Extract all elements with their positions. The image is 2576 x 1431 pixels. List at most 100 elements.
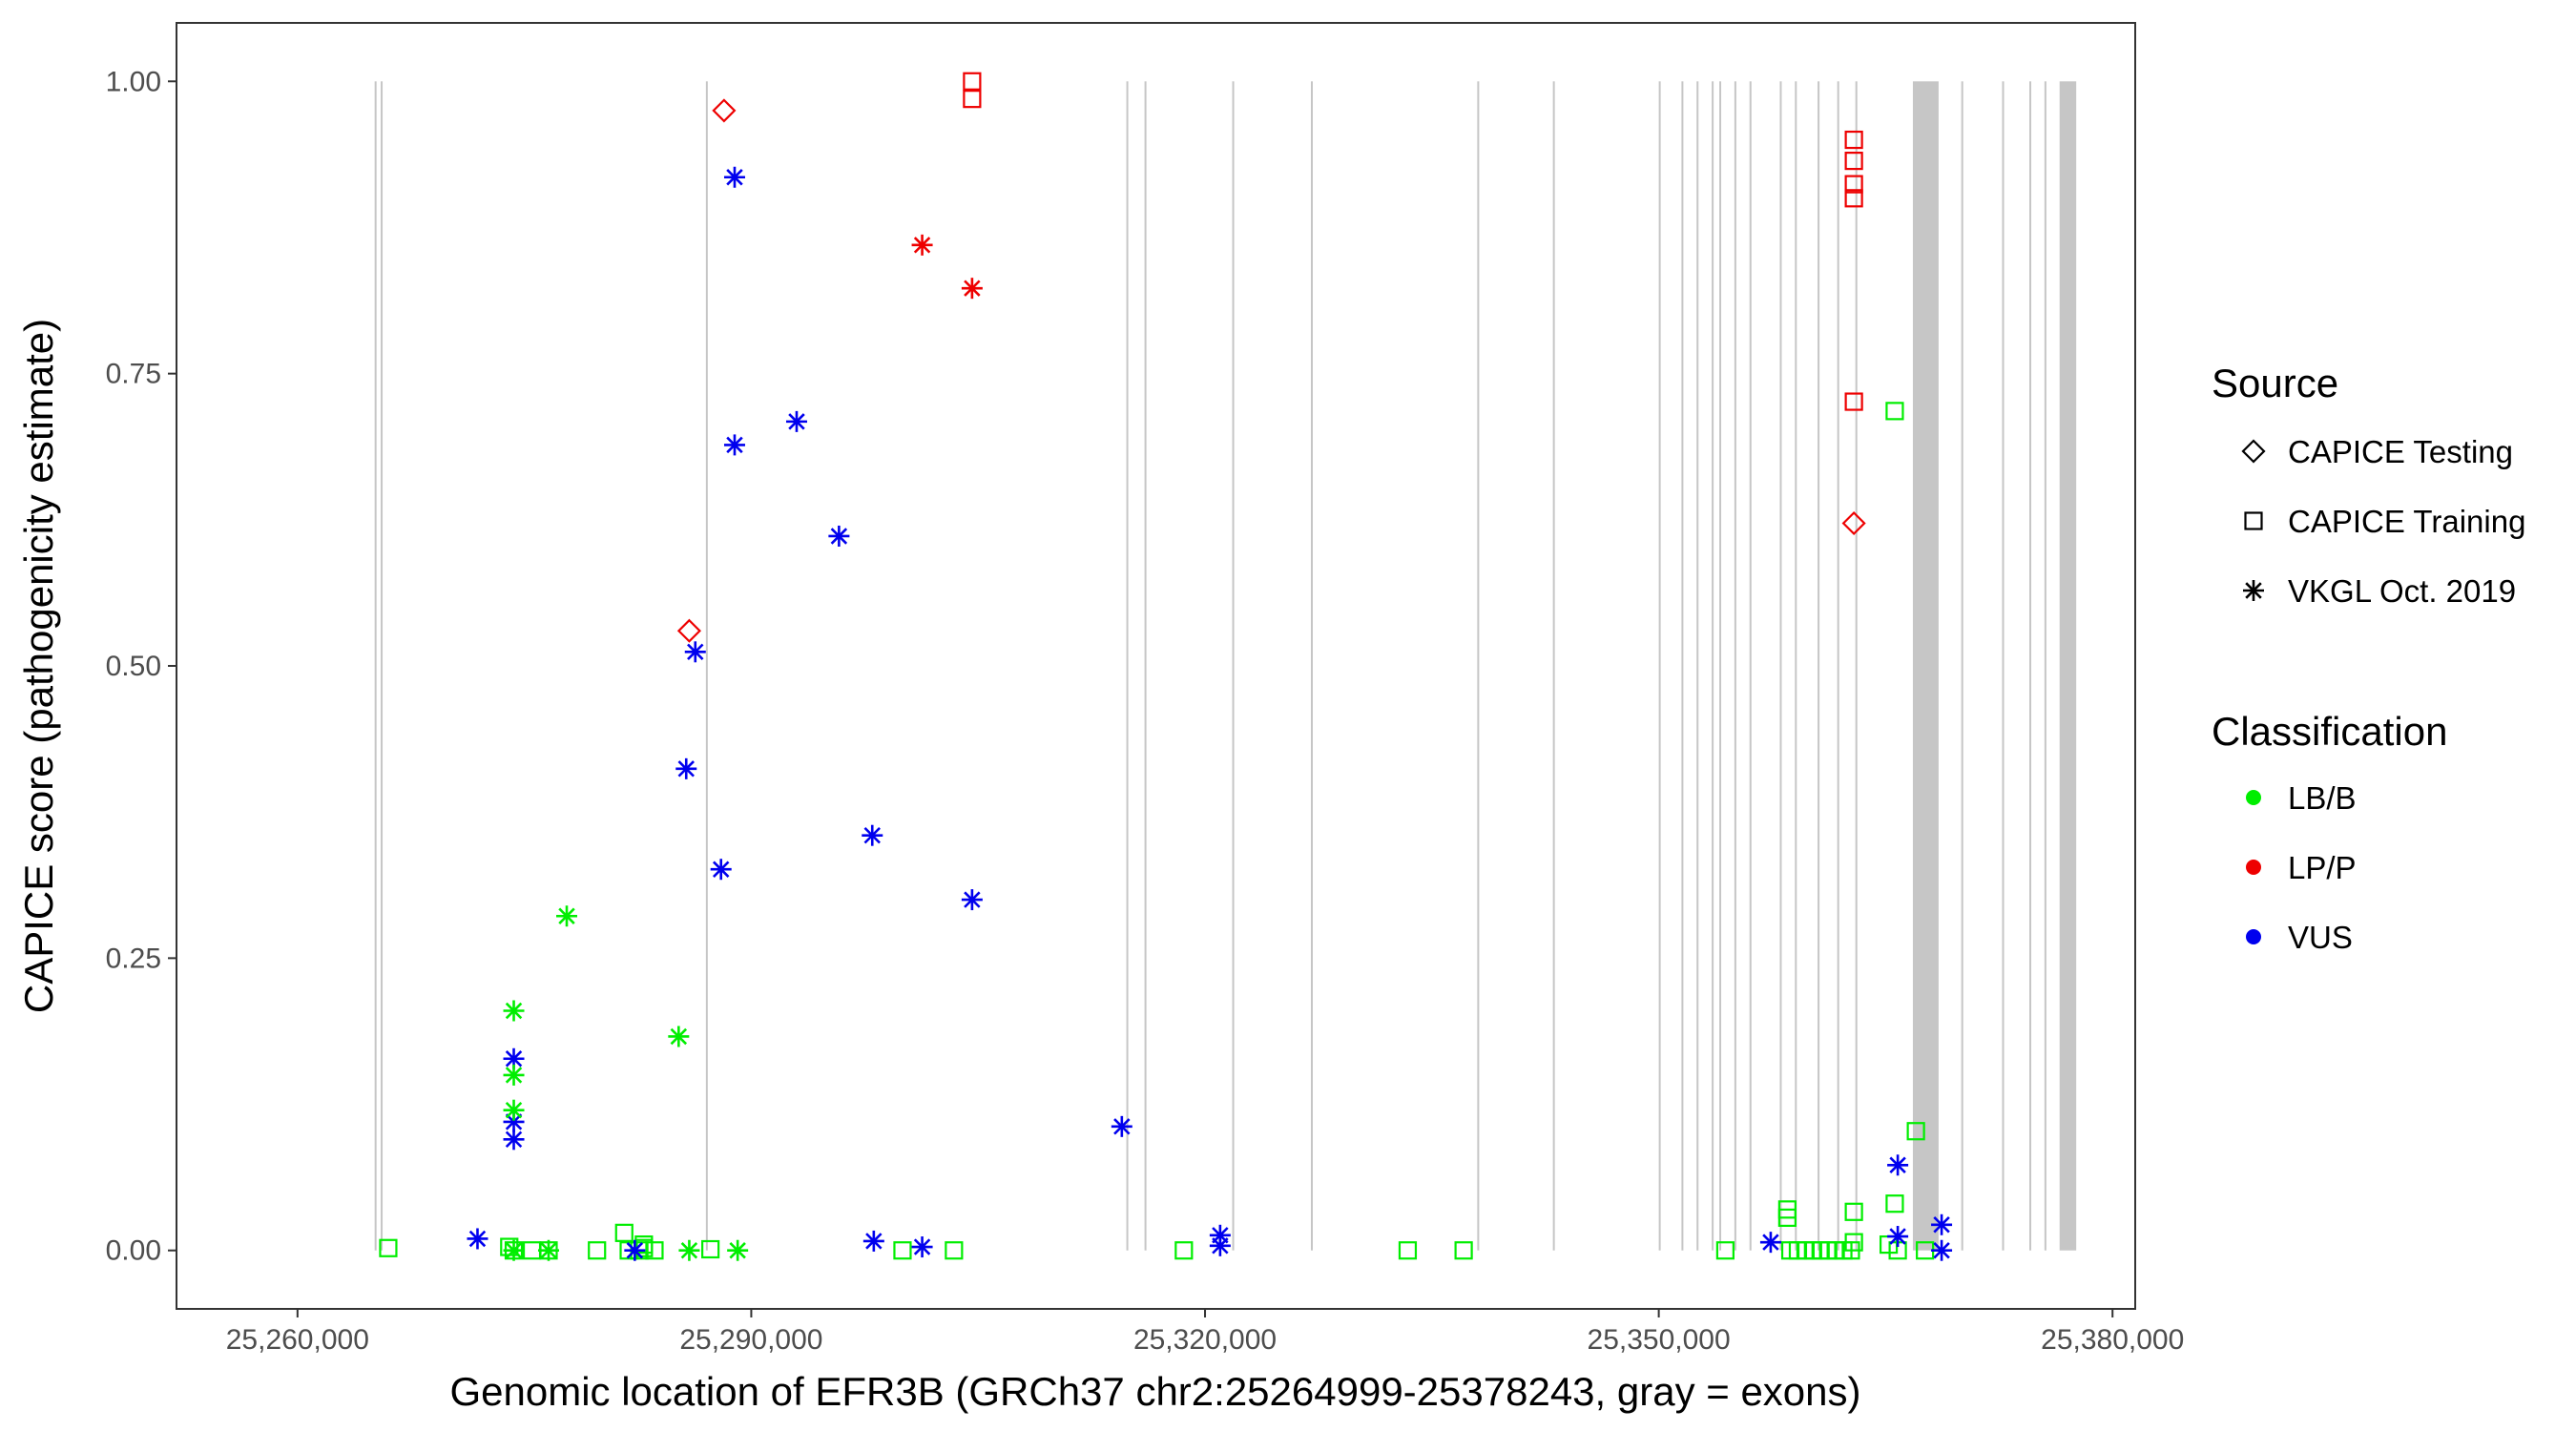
data-point-asterisk: [467, 1228, 488, 1250]
data-point-asterisk: [1931, 1239, 1953, 1261]
data-point-asterisk: [678, 1239, 700, 1261]
legend-label-source: CAPICE Testing: [2288, 434, 2513, 469]
legend-key-square: [2244, 511, 2263, 530]
data-point-asterisk: [1759, 1232, 1781, 1254]
asterisk-stroke: [726, 169, 743, 186]
data-point-square: [1906, 1122, 1925, 1141]
x-tick-label: 25,380,000: [2041, 1324, 2184, 1356]
asterisk-stroke: [1933, 1216, 1950, 1234]
exon-band: [374, 81, 377, 1251]
data-point-asterisk: [668, 1026, 690, 1047]
asterisk-stroke: [505, 1130, 523, 1149]
exon-band: [705, 81, 708, 1251]
legend-key-dot: [2246, 790, 2261, 805]
data-point-square: [588, 1241, 607, 1260]
legend: Source CAPICE Testing CAPICE Training VKGL …: [2212, 361, 2525, 955]
asterisk-stroke: [913, 237, 931, 254]
x-tick-label: 25,320,000: [1133, 1324, 1277, 1356]
data-point-square: [1174, 1241, 1194, 1260]
asterisk-stroke: [505, 1113, 523, 1130]
asterisk-stroke: [1212, 1237, 1229, 1255]
exon-band: [1795, 81, 1797, 1251]
x-tick-label: 25,290,000: [679, 1324, 822, 1356]
data-points: [379, 72, 1953, 1261]
asterisk-stroke: [468, 1230, 487, 1248]
asterisk-stroke: [726, 436, 743, 454]
exon-band: [1232, 81, 1235, 1251]
data-point-asterisk: [1209, 1234, 1231, 1256]
data-point-square: [1885, 402, 1904, 421]
exon-band: [1855, 81, 1858, 1251]
data-point-square: [1777, 1208, 1797, 1228]
data-point-square: [1844, 130, 1863, 150]
exon-band: [2044, 81, 2046, 1251]
data-point-square: [1454, 1241, 1473, 1260]
y-tick-label: 0.50: [106, 651, 161, 682]
data-point-square: [701, 1239, 720, 1259]
exon-band: [1961, 81, 1963, 1251]
y-tick-label: 0.25: [106, 943, 161, 974]
asterisk-stroke: [540, 1242, 557, 1259]
data-point-asterisk: [828, 525, 850, 547]
exon-band: [1912, 81, 1939, 1251]
asterisk-stroke: [865, 1233, 883, 1250]
exon-band: [1749, 81, 1752, 1251]
asterisk-stroke: [863, 826, 881, 844]
data-point-diamond: [1841, 510, 1866, 536]
data-point-square: [1841, 1241, 1860, 1260]
legend-label-source: VKGL Oct. 2019: [2288, 573, 2516, 609]
exon-band: [1658, 81, 1661, 1251]
data-point-square: [1885, 1194, 1904, 1213]
data-point-square: [963, 72, 982, 91]
data-point-square: [1715, 1241, 1735, 1260]
asterisk-stroke: [677, 760, 695, 778]
asterisk-stroke: [2245, 582, 2262, 599]
exon-band: [1310, 81, 1313, 1251]
y-axis: 0.00 0.25 0.50 0.75 1.00: [106, 66, 177, 1267]
data-point-square: [1844, 175, 1863, 194]
y-tick-label: 0.75: [106, 359, 161, 390]
data-point-asterisk: [503, 1000, 525, 1022]
data-point-square: [1844, 189, 1863, 208]
exon-band: [1552, 81, 1555, 1251]
data-point-asterisk: [911, 234, 933, 256]
legend-key-diamond: [2241, 439, 2266, 464]
asterisk-stroke: [626, 1242, 644, 1259]
asterisk-stroke: [558, 907, 575, 924]
data-point-asterisk: [1887, 1154, 1909, 1176]
exon-band: [1712, 81, 1714, 1251]
data-point-asterisk: [862, 1230, 884, 1252]
data-point-asterisk: [624, 1239, 646, 1261]
exon-band: [1837, 81, 1839, 1251]
asterisk-stroke: [729, 1242, 746, 1259]
exon-band: [1144, 81, 1147, 1251]
data-point-asterisk: [503, 1239, 525, 1261]
data-point-square: [1844, 1202, 1863, 1221]
data-point-asterisk: [1111, 1115, 1132, 1137]
data-point-asterisk: [537, 1239, 559, 1261]
asterisk-stroke: [505, 1067, 523, 1084]
y-tick-label: 1.00: [106, 66, 161, 97]
legend-label-classification: LP/P: [2288, 850, 2357, 885]
x-tick-label: 25,260,000: [226, 1324, 369, 1356]
x-tick-label: 25,350,000: [1588, 1324, 1731, 1356]
legend-key-dot: [2246, 860, 2261, 875]
asterisk-stroke: [505, 1050, 523, 1068]
data-point-square: [1398, 1241, 1418, 1260]
asterisk-stroke: [1889, 1156, 1906, 1173]
legend-key-asterisk: [2243, 580, 2264, 601]
data-point-asterisk: [911, 1236, 933, 1258]
data-point-diamond: [676, 618, 701, 643]
asterisk-stroke: [1889, 1228, 1906, 1245]
y-axis-title: CAPICE score (pathogenicity estimate): [16, 319, 61, 1013]
exon-band: [2002, 81, 2005, 1251]
data-point-square: [963, 90, 982, 109]
data-point-asterisk: [556, 905, 578, 927]
legend-label-source: CAPICE Training: [2288, 504, 2525, 539]
data-point-asterisk: [1931, 1213, 1953, 1235]
data-point-square: [893, 1241, 912, 1260]
exon-band: [1734, 81, 1736, 1251]
data-point-asterisk: [503, 1110, 525, 1132]
